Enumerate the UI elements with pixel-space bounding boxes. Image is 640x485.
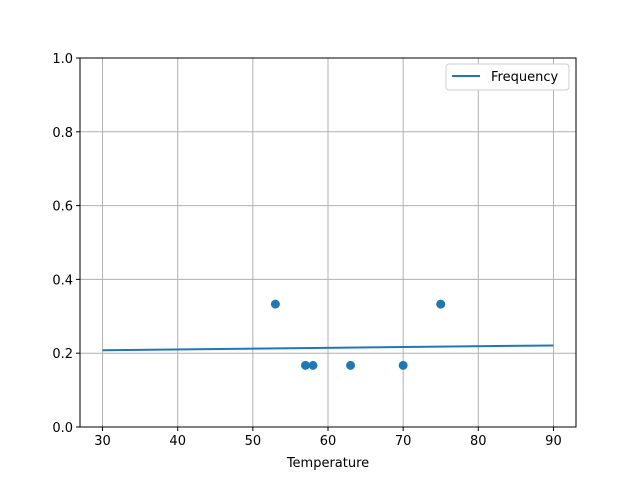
x-tick-label: 70 [395,434,412,449]
frequency-line [102,344,554,352]
legend: Frequency [445,63,570,91]
scatter-point [308,360,318,370]
x-tick-label: 80 [470,434,487,449]
legend-label: Frequency [491,70,558,85]
y-tick-label: 0.8 [52,126,73,141]
y-tick-label: 0.2 [52,347,73,362]
line-series [102,344,554,352]
scatter-point [300,360,310,370]
x-axis-label: Temperature [286,456,369,471]
scatter-points [270,299,446,370]
x-tick-label: 30 [94,434,111,449]
legend-box [445,63,570,91]
grid [80,57,576,428]
x-tick-label: 40 [169,434,186,449]
x-axis: 30 40 50 60 70 80 90 [94,427,562,449]
x-tick-label: 50 [245,434,262,449]
x-tick-label: 60 [320,434,337,449]
x-tick-label: 90 [545,434,562,449]
y-tick-label: 0.0 [52,421,73,436]
scatter-point [436,299,446,309]
scatter-point [270,299,280,309]
y-axis: 0.0 0.2 0.4 0.6 0.8 1.0 [52,52,80,436]
y-tick-label: 0.4 [52,273,73,288]
y-tick-label: 0.6 [52,200,73,215]
y-tick-label: 1.0 [52,52,73,67]
scatter-point [346,360,356,370]
scatter-point [398,360,408,370]
